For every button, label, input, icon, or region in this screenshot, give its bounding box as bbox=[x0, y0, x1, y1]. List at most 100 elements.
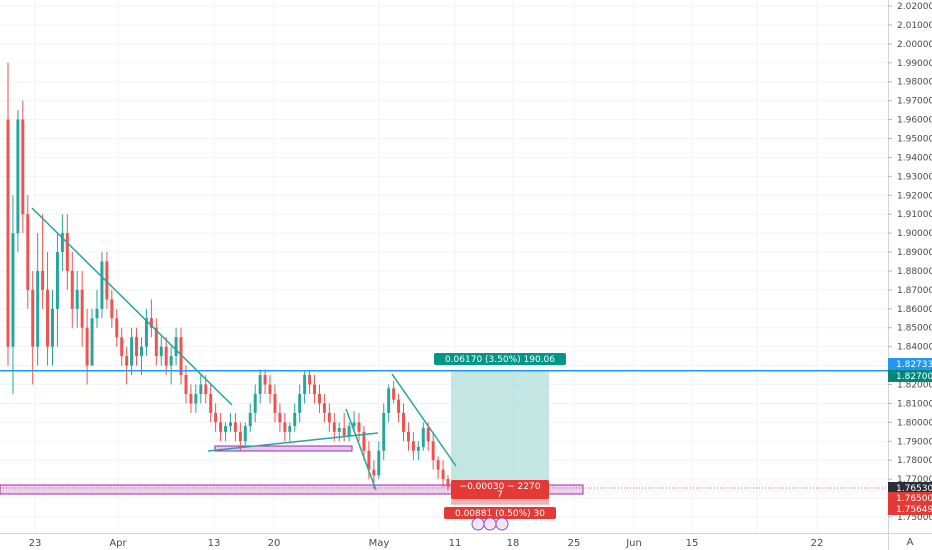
target-label-box bbox=[434, 353, 566, 365]
auto-scale-button[interactable]: A bbox=[907, 537, 914, 548]
price-tag-label: 1.82733 bbox=[896, 360, 932, 370]
mid-zone bbox=[214, 445, 353, 452]
candle-body bbox=[125, 356, 129, 366]
candle-body bbox=[416, 446, 420, 451]
event-badge-icon bbox=[483, 517, 497, 531]
price-axis[interactable]: 2.02000 2.01000 2.00000 1.99000 1.98000 1.970… bbox=[888, 2, 932, 523]
event-badge-icon bbox=[471, 517, 485, 531]
price-tick-label: 1.79000 bbox=[897, 437, 932, 447]
candle-body bbox=[55, 252, 59, 309]
candle-body bbox=[41, 270, 45, 290]
auto-scale-label[interactable]: A bbox=[907, 537, 914, 548]
candle-body bbox=[288, 426, 292, 432]
candle-body bbox=[248, 412, 252, 427]
candle-body bbox=[263, 375, 267, 385]
candle-body bbox=[441, 469, 445, 480]
candle-body bbox=[154, 327, 158, 357]
candle-body bbox=[31, 289, 35, 347]
candle-body bbox=[426, 428, 430, 442]
price-tick-label: 1.77000 bbox=[897, 475, 932, 485]
price-tick-label: 1.98000 bbox=[897, 78, 932, 88]
candle-body bbox=[174, 337, 178, 357]
candle-body bbox=[65, 233, 69, 271]
time-tick-label: Jun bbox=[625, 538, 642, 549]
candle-body bbox=[36, 270, 40, 347]
price-tick-label: 2.00000 bbox=[897, 40, 932, 50]
candle-body bbox=[406, 431, 410, 442]
time-tick-label: May bbox=[369, 538, 390, 549]
time-tick-label: 11 bbox=[449, 538, 462, 549]
time-tick-label: 18 bbox=[507, 538, 520, 549]
candle-body bbox=[298, 393, 302, 413]
candle-body bbox=[120, 337, 124, 357]
time-tick-label: 22 bbox=[811, 538, 824, 549]
candle-body bbox=[204, 384, 208, 394]
candle-body bbox=[11, 233, 15, 347]
candle-body bbox=[342, 428, 346, 436]
candle-body bbox=[357, 422, 361, 432]
candlestick-series bbox=[6, 62, 450, 491]
price-tick-label: 1.85000 bbox=[897, 324, 932, 334]
candle-body bbox=[228, 422, 232, 427]
candle-body bbox=[411, 441, 415, 451]
price-tag-label: 1.76530 bbox=[896, 484, 932, 494]
price-tag-box bbox=[888, 492, 932, 504]
candle-body bbox=[278, 412, 282, 423]
time-tick-label: Apr bbox=[109, 538, 127, 549]
recent-downtrend-line bbox=[391, 373, 457, 467]
candle-body bbox=[224, 426, 228, 432]
candle-body bbox=[194, 393, 198, 404]
candle-body bbox=[184, 375, 188, 394]
entry-label-line2: 7 bbox=[497, 490, 503, 500]
entry-label-line1: −0.00030 ~ 2270 bbox=[460, 482, 541, 492]
candle-body bbox=[115, 318, 119, 338]
candle-body bbox=[238, 431, 242, 442]
price-tag-label: 1.75649 bbox=[896, 505, 932, 515]
rising-support-line bbox=[207, 432, 379, 452]
time-axis[interactable]: 23 Apr 13 20 May 11 18 25 Jun 15 22 bbox=[29, 538, 824, 549]
stop-label: 0.00881 (0.50%) 30 bbox=[455, 509, 545, 519]
candle-body bbox=[26, 214, 30, 290]
candle-body bbox=[179, 337, 183, 376]
target-label: 0.06170 (3.50%) 190.06 bbox=[445, 355, 555, 365]
candle-body bbox=[85, 327, 89, 366]
candle-body bbox=[21, 119, 25, 215]
target-zone bbox=[451, 371, 549, 489]
price-tick-label: 1.99000 bbox=[897, 59, 932, 69]
support-zone bbox=[0, 484, 584, 495]
candle-body bbox=[337, 428, 341, 432]
price-tick-label: 2.02000 bbox=[897, 2, 932, 12]
candle-body bbox=[446, 479, 450, 487]
candle-body bbox=[70, 270, 74, 309]
candle-body bbox=[243, 426, 247, 442]
drawing-zones bbox=[0, 371, 584, 505]
candle-body bbox=[164, 346, 168, 366]
candle-body bbox=[95, 308, 99, 319]
price-tick-label: 1.88000 bbox=[897, 267, 932, 277]
candle-body bbox=[293, 412, 297, 427]
candle-body bbox=[46, 289, 50, 347]
candle-body bbox=[209, 393, 213, 413]
candle-body bbox=[16, 119, 20, 234]
price-tick-label: 1.78000 bbox=[897, 456, 932, 466]
candle-body bbox=[144, 318, 148, 347]
candle-body bbox=[105, 261, 109, 300]
price-tick-label: 2.01000 bbox=[897, 21, 932, 31]
candle-body bbox=[332, 422, 336, 432]
candle-body bbox=[352, 422, 356, 427]
candle-body bbox=[110, 299, 114, 319]
price-tick-label: 1.93000 bbox=[897, 172, 932, 182]
stop-label-box bbox=[444, 507, 556, 519]
price-tag-box bbox=[888, 482, 932, 494]
short-trend-line bbox=[345, 408, 377, 491]
candle-body bbox=[313, 384, 316, 394]
candle-body bbox=[135, 337, 139, 357]
price-tick-label: 1.89000 bbox=[897, 248, 932, 258]
candle-body bbox=[219, 422, 223, 432]
candle-body bbox=[90, 318, 94, 366]
time-tick-label: 20 bbox=[268, 538, 281, 549]
candle-body bbox=[387, 388, 391, 413]
